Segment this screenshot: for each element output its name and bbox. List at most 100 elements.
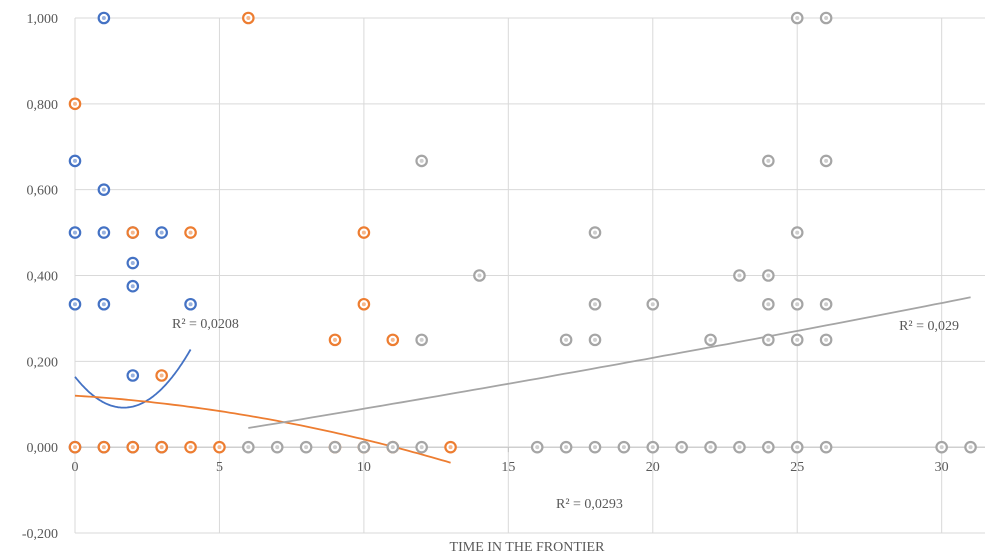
marker-core [246, 16, 251, 20]
axes: -0,200 0,000 0,200 0,400 0,600 0,800 1,000 0 5 10… [22, 12, 949, 542]
marker-core [795, 337, 800, 342]
y-tick-label: 1,000 [27, 12, 59, 27]
marker-core [564, 445, 569, 450]
data-point [126, 369, 140, 382]
marker-core [708, 337, 713, 342]
y-tick-label: 0,000 [27, 441, 59, 456]
data-point [242, 440, 255, 454]
data-point [675, 440, 688, 454]
data-point [415, 333, 428, 347]
data-point [415, 440, 428, 454]
data-point [819, 333, 833, 347]
marker-core [535, 445, 540, 450]
data-point [155, 226, 168, 239]
r2-label-series-3: R² = 0,029 [899, 319, 959, 334]
marker-core [188, 302, 193, 307]
marker-core [361, 445, 366, 450]
marker-core [361, 230, 366, 235]
data-point [646, 297, 660, 311]
marker-core [73, 302, 77, 307]
marker-core [188, 230, 193, 235]
data-points [68, 11, 977, 454]
marker-core [593, 230, 597, 235]
data-point [68, 154, 82, 168]
marker-core [217, 445, 222, 450]
marker-core [795, 230, 800, 235]
y-tick-label: 0,600 [27, 184, 59, 199]
data-point [184, 226, 197, 239]
r2-label-series-2: R² = 0,0293 [556, 497, 623, 512]
y-tick-label: -0,200 [22, 527, 58, 542]
data-point [559, 333, 573, 347]
marker-core [708, 445, 713, 450]
data-point [126, 256, 140, 270]
data-point [357, 440, 371, 454]
marker-core [130, 373, 135, 378]
marker-core [130, 230, 135, 235]
marker-core [130, 261, 135, 266]
marker-core [73, 445, 77, 450]
marker-core [390, 337, 395, 342]
data-point [126, 279, 140, 293]
marker-core [159, 230, 164, 235]
data-point [617, 440, 631, 454]
data-point [559, 440, 573, 454]
data-point [762, 154, 775, 168]
data-point [155, 369, 168, 382]
data-point [588, 333, 602, 347]
r2-labels: R² = 0,0208 R² = 0,0293 R² = 0,029 [172, 317, 959, 512]
data-point [588, 440, 602, 454]
data-point [964, 440, 977, 454]
marker-core [448, 445, 453, 450]
marker-core [333, 445, 337, 450]
data-point [126, 440, 140, 454]
marker-core [766, 273, 771, 278]
marker-core [737, 445, 742, 450]
marker-core [101, 187, 106, 192]
data-point [790, 297, 804, 311]
marker-core [73, 101, 77, 106]
marker-core [390, 445, 395, 450]
marker-core [101, 445, 106, 450]
x-axis-title: TIME IN THE FRONTIER [450, 540, 606, 555]
y-tick-label: 0,400 [27, 270, 59, 285]
marker-core [679, 445, 684, 450]
data-point [299, 440, 313, 454]
marker-core [73, 158, 77, 163]
data-point [762, 333, 775, 347]
x-tick-label: 30 [935, 460, 949, 475]
data-point [68, 297, 82, 311]
data-point [213, 440, 226, 454]
data-point [97, 11, 111, 25]
data-point [184, 297, 197, 311]
data-point [588, 297, 602, 311]
data-point [97, 226, 111, 239]
x-tick-label: 25 [790, 460, 804, 475]
marker-core [650, 445, 655, 450]
data-point [790, 440, 804, 454]
data-point [819, 154, 833, 168]
data-point [97, 440, 111, 454]
marker-core [824, 337, 829, 342]
marker-core [130, 284, 135, 289]
x-tick-label: 5 [216, 460, 223, 475]
data-point [762, 440, 775, 454]
marker-core [795, 16, 800, 20]
data-point [733, 269, 746, 282]
data-point [328, 333, 342, 347]
data-point [819, 11, 833, 25]
x-tick-label: 20 [646, 460, 660, 475]
marker-core [824, 302, 829, 307]
trendline-series-3 [248, 296, 971, 429]
data-point [704, 440, 717, 454]
marker-core [766, 337, 771, 342]
data-point [415, 154, 428, 168]
marker-core [101, 302, 106, 307]
data-point [328, 440, 342, 454]
marker-core [737, 273, 742, 278]
data-point [386, 333, 400, 347]
data-point [733, 440, 746, 454]
data-point [242, 11, 255, 25]
marker-core [130, 445, 135, 450]
y-tick-label: 0,200 [27, 355, 59, 370]
